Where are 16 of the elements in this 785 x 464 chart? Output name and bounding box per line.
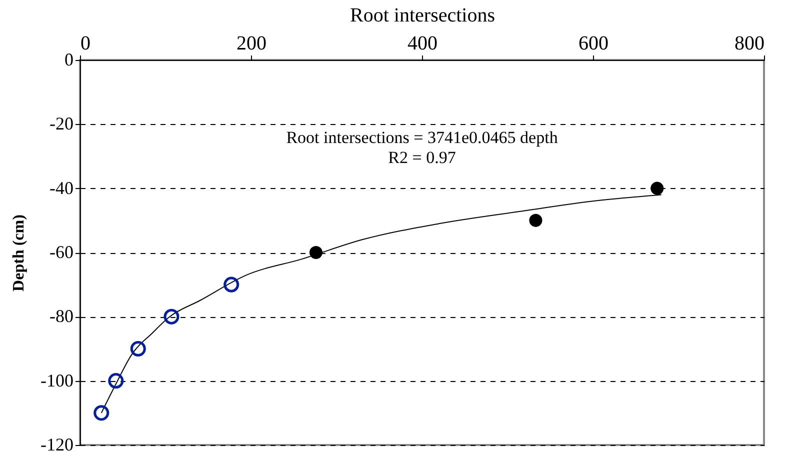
y-tick-label: -80 <box>50 306 74 326</box>
x-tick-label: 200 <box>236 32 266 54</box>
x-tick-label: 400 <box>408 32 438 54</box>
x-tick-label: 800 <box>734 32 764 54</box>
y-tick-label: -120 <box>40 434 74 454</box>
y-axis-title: Depth (cm) <box>10 214 28 292</box>
y-tick-label: 0 <box>64 50 74 70</box>
annotation: R2 = 0.97 <box>388 148 456 167</box>
x-tick-label: 0 <box>80 32 90 54</box>
annotation: Root intersections = 3741e0.0465 depth <box>286 128 558 147</box>
y-tick-label: -40 <box>50 178 74 198</box>
y-tick-label: -60 <box>50 242 74 262</box>
y-tick-label: -100 <box>40 370 74 390</box>
y-tick-label: -20 <box>50 114 74 134</box>
x-axis-title: Root intersections <box>350 4 496 26</box>
x-tick-label: 600 <box>578 32 608 54</box>
